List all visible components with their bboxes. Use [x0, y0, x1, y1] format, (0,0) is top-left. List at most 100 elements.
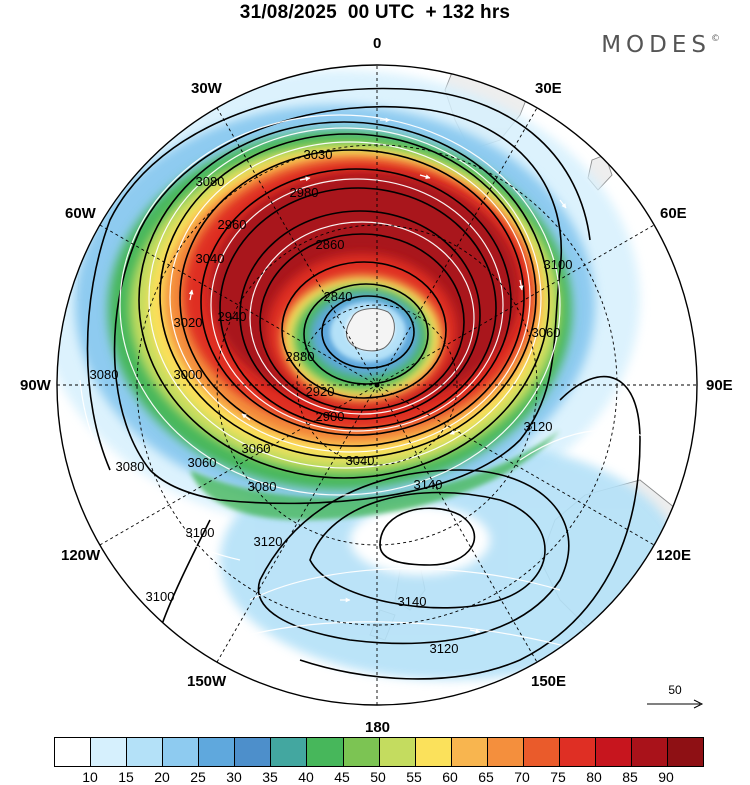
- colorbar-tick-label: 35: [262, 769, 278, 785]
- contour-label-text: 2980: [290, 185, 319, 200]
- contour-label: 3080: [248, 479, 277, 494]
- colorbar-tick-label: 20: [154, 769, 170, 785]
- contour-label-text: 2920: [306, 384, 335, 399]
- contour-label-text: 3030: [304, 147, 333, 162]
- longitude-label: 0: [373, 35, 382, 52]
- contour-label: 3140: [398, 594, 427, 609]
- wind-arrowheads: [119, 117, 637, 634]
- longitude-label: 60E: [660, 205, 687, 222]
- contour-label: 3020: [174, 315, 203, 330]
- contour-label-text: 3120: [524, 419, 553, 434]
- contour-label: 3120: [430, 641, 459, 656]
- colorbar-segment: [523, 738, 560, 766]
- contour-label-text: 3000: [174, 367, 203, 382]
- colorbar-segment: [595, 738, 632, 766]
- contour-label: 3120: [524, 419, 553, 434]
- contour-label-text: 3060: [532, 325, 561, 340]
- colorbar-tick-label: 90: [658, 769, 674, 785]
- contour-label-text: 2880: [286, 349, 315, 364]
- colorbar-segment: [415, 738, 452, 766]
- contour-label-text: 2940: [218, 309, 247, 324]
- pole-marker: [374, 382, 380, 388]
- longitude-label: 180: [365, 719, 391, 736]
- logo-mark: ©: [711, 34, 720, 44]
- colorbar-segment: [271, 738, 308, 766]
- contour-label: 2920: [306, 384, 335, 399]
- contour-label: 3030: [304, 147, 333, 162]
- colorbar-tick-label: 25: [190, 769, 206, 785]
- longitude-label: 150E: [531, 673, 567, 690]
- contour-label-text: 2900: [316, 409, 345, 424]
- colorbar-tick-label: 60: [442, 769, 458, 785]
- reference-vector-label: 50: [668, 683, 682, 697]
- colorbar-segment: [451, 738, 488, 766]
- colorbar-segment: [91, 738, 128, 766]
- contour-label-text: 3120: [254, 534, 283, 549]
- contour-label: 3120: [254, 534, 283, 549]
- contour-label-text: 3080: [116, 459, 145, 474]
- colorbar-tick-label: 70: [514, 769, 530, 785]
- colorbar-tick-label: 45: [334, 769, 350, 785]
- contour-label-text: 3080: [248, 479, 277, 494]
- colorbar-segment: [632, 738, 669, 766]
- contour-label: 3040: [196, 251, 225, 266]
- colorbar-segment: [55, 738, 92, 766]
- contour-label: 2860: [316, 237, 345, 252]
- colorbar-tick-label: 50: [370, 769, 386, 785]
- contour-label-text: 3100: [544, 257, 573, 272]
- longitude-label: 90W: [20, 377, 51, 394]
- longitude-label: 30E: [535, 80, 562, 97]
- colorbar-tick-label: 65: [478, 769, 494, 785]
- colorbar-tick-label: 40: [298, 769, 314, 785]
- colorbar-segment: [307, 738, 344, 766]
- map-title: 31/08/2025 00 UTC + 132 hrs: [239, 2, 511, 23]
- colorbar-segment: [379, 738, 416, 766]
- contour-label: 3060: [242, 441, 271, 456]
- longitude-label: 90E: [706, 377, 733, 394]
- contour-label: 3040: [346, 453, 375, 468]
- contour-label-text: 3060: [242, 441, 271, 456]
- contour-label-text: 3020: [174, 315, 203, 330]
- contour-label: 3060: [188, 455, 217, 470]
- contour-label-text: 2960: [218, 217, 247, 232]
- contour-label: 3100: [544, 257, 573, 272]
- colorbar-tick-label: 55: [406, 769, 422, 785]
- contour-label-text: 3140: [398, 594, 427, 609]
- colorbar-segment: [668, 738, 704, 766]
- colorbar-segment: [559, 738, 596, 766]
- contour-label: 3080: [196, 174, 225, 189]
- colorbar-tick-label: 80: [586, 769, 602, 785]
- polar-map: 2840 2860 2880 2900 2920 2940 2960 2980 3000 3020…: [56, 64, 698, 706]
- colorbar-tick-label: 15: [118, 769, 134, 785]
- contour-label-text: 3080: [196, 174, 225, 189]
- colorbar-segment: [235, 738, 272, 766]
- contour-label-text: 3100: [186, 525, 215, 540]
- map-frame: [56, 64, 698, 706]
- modes-logo: MODES©: [601, 32, 720, 58]
- colorbar-segment: [199, 738, 236, 766]
- colorbar-segment: [487, 738, 524, 766]
- contour-label: 2900: [316, 409, 345, 424]
- logo-text: MODES: [601, 32, 711, 58]
- colorbar-tick-label: 85: [622, 769, 638, 785]
- colorbar-tick-label: 30: [226, 769, 242, 785]
- colorbar: [54, 737, 704, 767]
- colorbar-segment: [163, 738, 200, 766]
- contour-label-text: 3040: [346, 453, 375, 468]
- contour-label: 2880: [286, 349, 315, 364]
- colorbar-tick-label: 75: [550, 769, 566, 785]
- contour-label-text: 3140: [414, 477, 443, 492]
- contour-label-text: 3060: [188, 455, 217, 470]
- contour-label: 3060: [532, 325, 561, 340]
- colorbar-segment: [343, 738, 380, 766]
- contour-label: 2980: [290, 185, 319, 200]
- colorbar-segment: [127, 738, 164, 766]
- contour-label: 2960: [218, 217, 247, 232]
- contour-label: 3100: [146, 589, 175, 604]
- longitude-label: 120W: [61, 547, 101, 564]
- contour-label-text: 3100: [146, 589, 175, 604]
- contour-label: 3000: [174, 367, 203, 382]
- contour-label: 3100: [186, 525, 215, 540]
- longitude-label: 120E: [656, 547, 692, 564]
- reference-vector-arrow: [647, 699, 704, 709]
